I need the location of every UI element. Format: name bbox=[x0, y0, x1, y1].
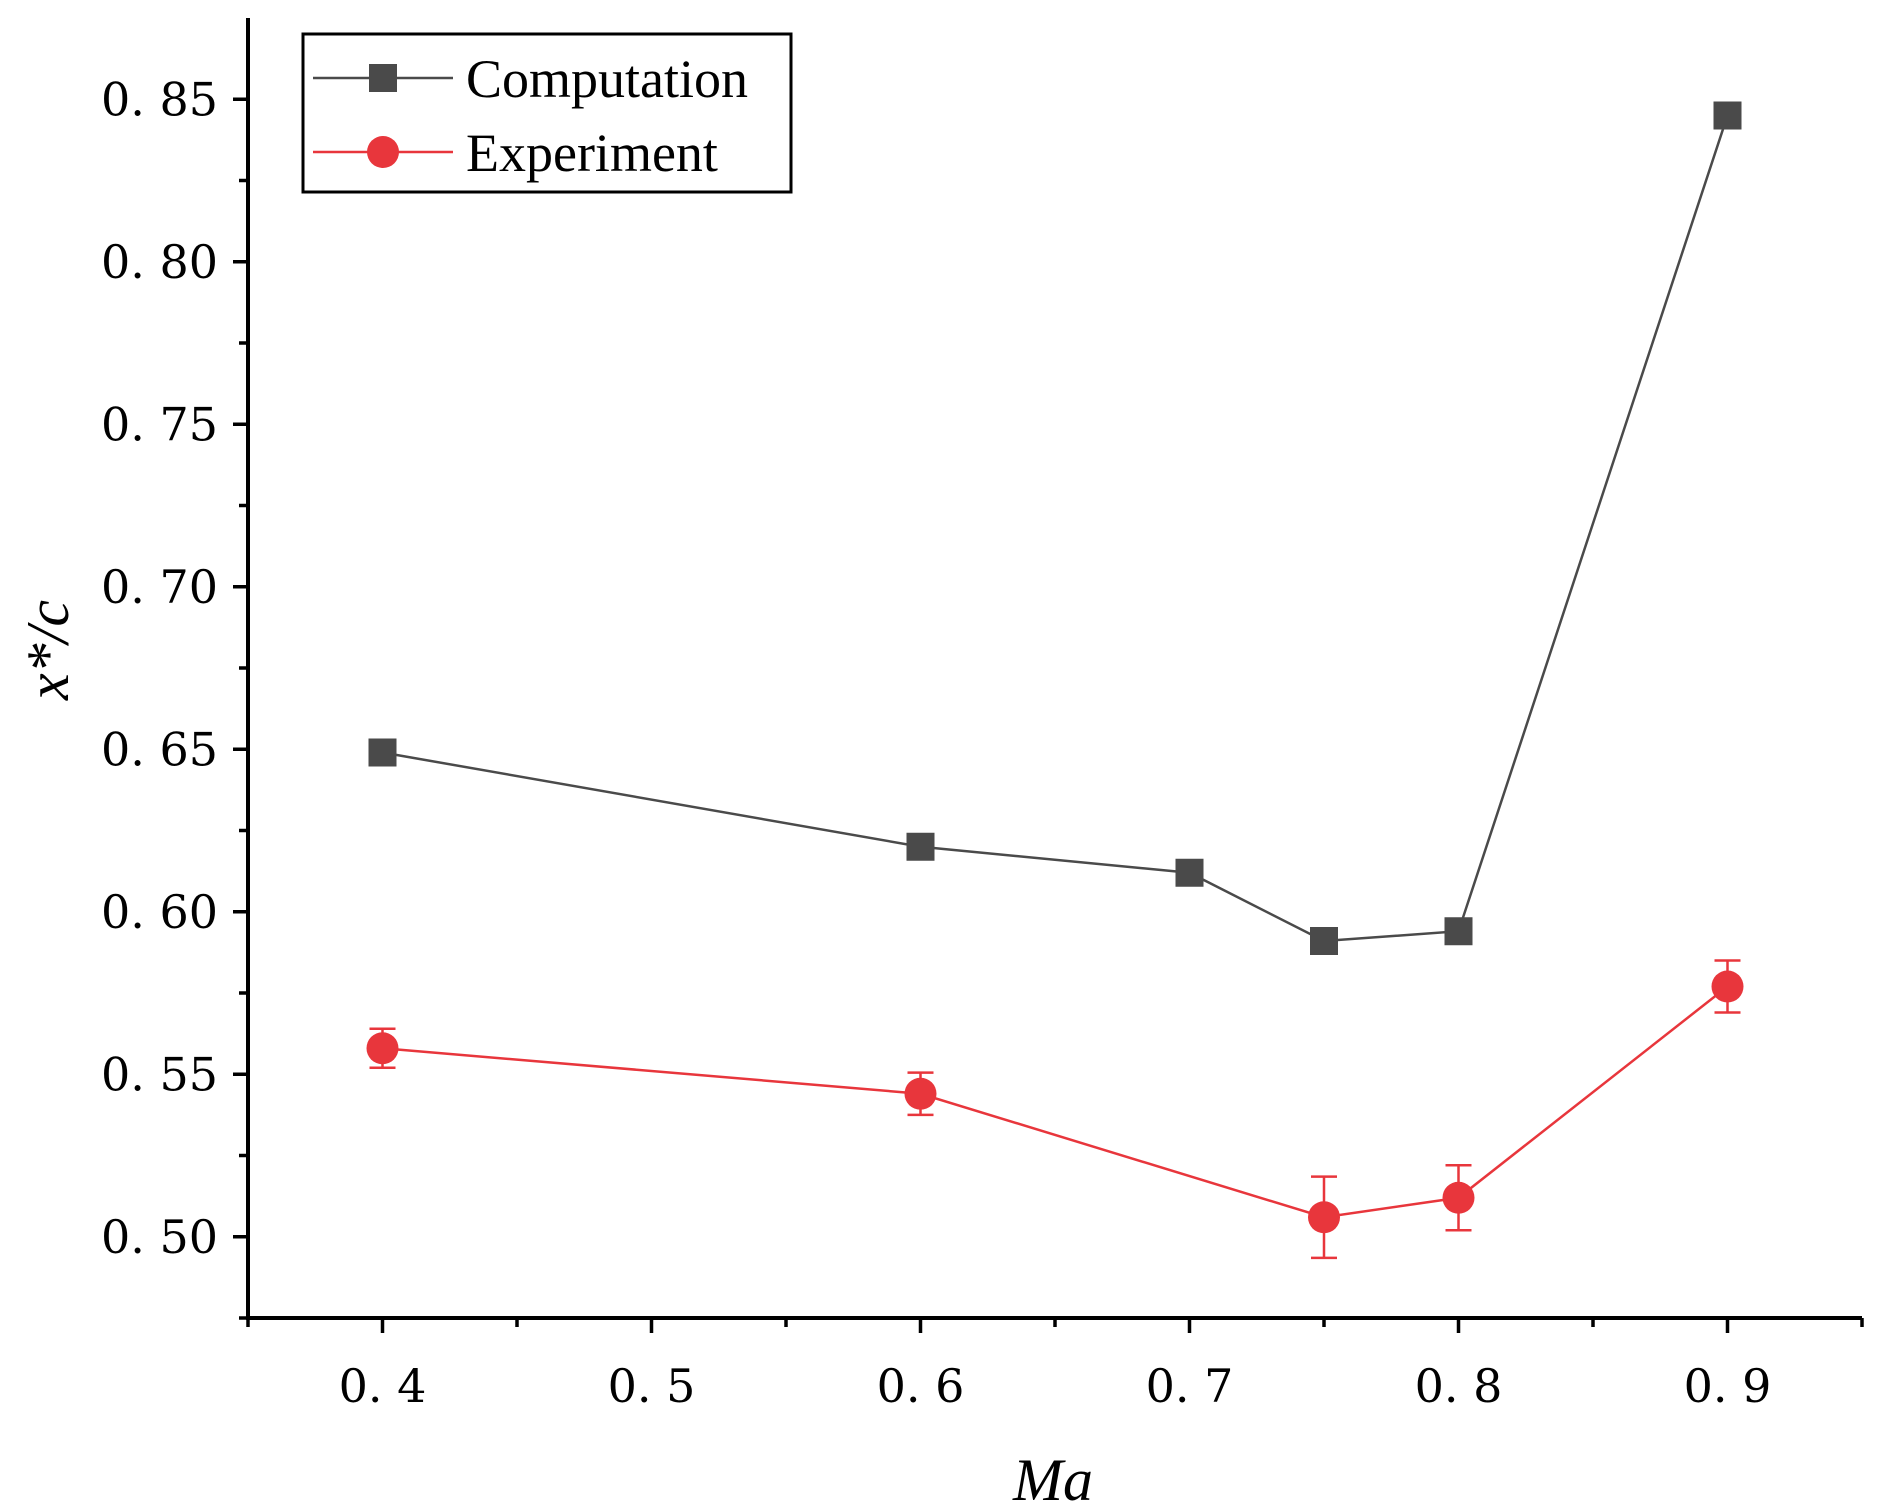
x-tick-label: 0. 9 bbox=[1684, 1359, 1772, 1413]
y-tick-label: 0. 80 bbox=[101, 235, 218, 289]
experiment-point bbox=[1308, 1201, 1340, 1234]
computation-point bbox=[1444, 917, 1473, 946]
y-axis-title: x*/c bbox=[15, 600, 81, 701]
experiment-point bbox=[1442, 1181, 1475, 1214]
computation-point bbox=[1175, 858, 1204, 887]
legend-marker-computation bbox=[369, 64, 397, 92]
y-tick-label: 0. 70 bbox=[101, 560, 218, 614]
experiment-point bbox=[1711, 970, 1744, 1003]
experiment-point bbox=[366, 1032, 399, 1065]
experiment-point bbox=[904, 1077, 937, 1110]
x-axis-title: Ma bbox=[1012, 1447, 1093, 1510]
x-tick-label: 0. 5 bbox=[608, 1359, 696, 1413]
y-tick-label: 0. 65 bbox=[101, 722, 218, 776]
experiment-line bbox=[382, 985, 1729, 1219]
computation-point bbox=[906, 832, 935, 861]
legend-marker-experiment bbox=[367, 136, 399, 168]
y-tick-label: 0. 75 bbox=[101, 397, 218, 451]
series-layer bbox=[366, 101, 1744, 1260]
axes: 0. 50 0. 55 0. 60 0. 65 0. 70 0. 75 0. 80 0. 85… bbox=[101, 18, 1864, 1413]
y-tick-label: 0. 85 bbox=[101, 72, 218, 126]
x-tick-label: 0. 4 bbox=[339, 1359, 427, 1413]
legend: Computation Experiment bbox=[301, 32, 793, 194]
x-tick-label: 0. 8 bbox=[1415, 1359, 1503, 1413]
y-tick-label: 0. 60 bbox=[101, 885, 218, 939]
computation-point bbox=[1713, 101, 1742, 130]
computation-point bbox=[368, 738, 397, 767]
y-tick-label: 0. 50 bbox=[101, 1210, 218, 1264]
legend-label-computation: Computation bbox=[466, 49, 748, 109]
y-tick-label: 0. 55 bbox=[101, 1047, 218, 1101]
computation-line bbox=[382, 115, 1729, 943]
x-tick-label: 0. 6 bbox=[877, 1359, 965, 1413]
legend-label-experiment: Experiment bbox=[466, 123, 718, 183]
x-tick-label: 0. 7 bbox=[1146, 1359, 1234, 1413]
computation-point bbox=[1310, 927, 1338, 955]
